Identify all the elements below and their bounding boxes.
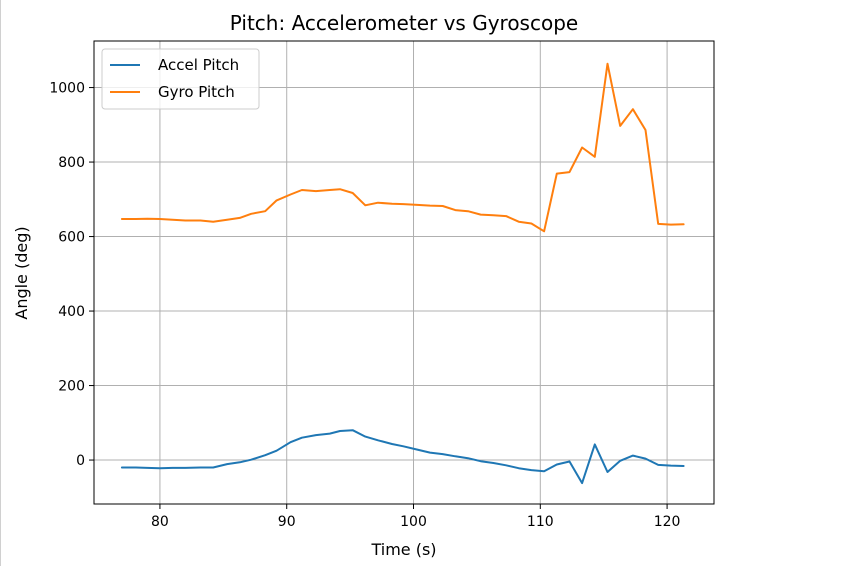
x-tick-label: 80 — [151, 514, 169, 530]
y-axis-ticks: 0 200 400 600 800 1000 — [49, 81, 94, 469]
grid — [94, 41, 714, 504]
y-tick-label: 400 — [58, 304, 85, 320]
y-tick-label: 0 — [76, 453, 85, 469]
y-tick-label: 1000 — [49, 81, 85, 97]
y-tick-label: 800 — [58, 155, 85, 171]
x-tick-label: 110 — [527, 514, 554, 530]
plot-frame — [93, 40, 715, 505]
legend-label-gyro: Gyro Pitch — [158, 83, 235, 101]
legend-label-accel: Accel Pitch — [158, 56, 239, 74]
y-axis-label: Angle (deg) — [12, 226, 31, 319]
x-tick-label: 90 — [278, 514, 296, 530]
x-axis-label: Time (s) — [370, 540, 436, 559]
x-tick-label: 100 — [400, 514, 427, 530]
x-axis-ticks: 80 90 100 110 120 — [151, 504, 680, 530]
left-edge-line — [0, 0, 1, 566]
gyro-pitch-line — [120, 62, 685, 233]
legend: Accel Pitch Gyro Pitch — [101, 48, 260, 110]
series-layer — [120, 62, 685, 485]
chart-title: Pitch: Accelerometer vs Gyroscope — [230, 11, 578, 35]
legend-box — [101, 48, 260, 110]
y-tick-label: 600 — [58, 230, 85, 246]
accel-pitch-line — [120, 429, 685, 485]
y-tick-label: 200 — [58, 379, 85, 395]
x-tick-label: 120 — [654, 514, 681, 530]
